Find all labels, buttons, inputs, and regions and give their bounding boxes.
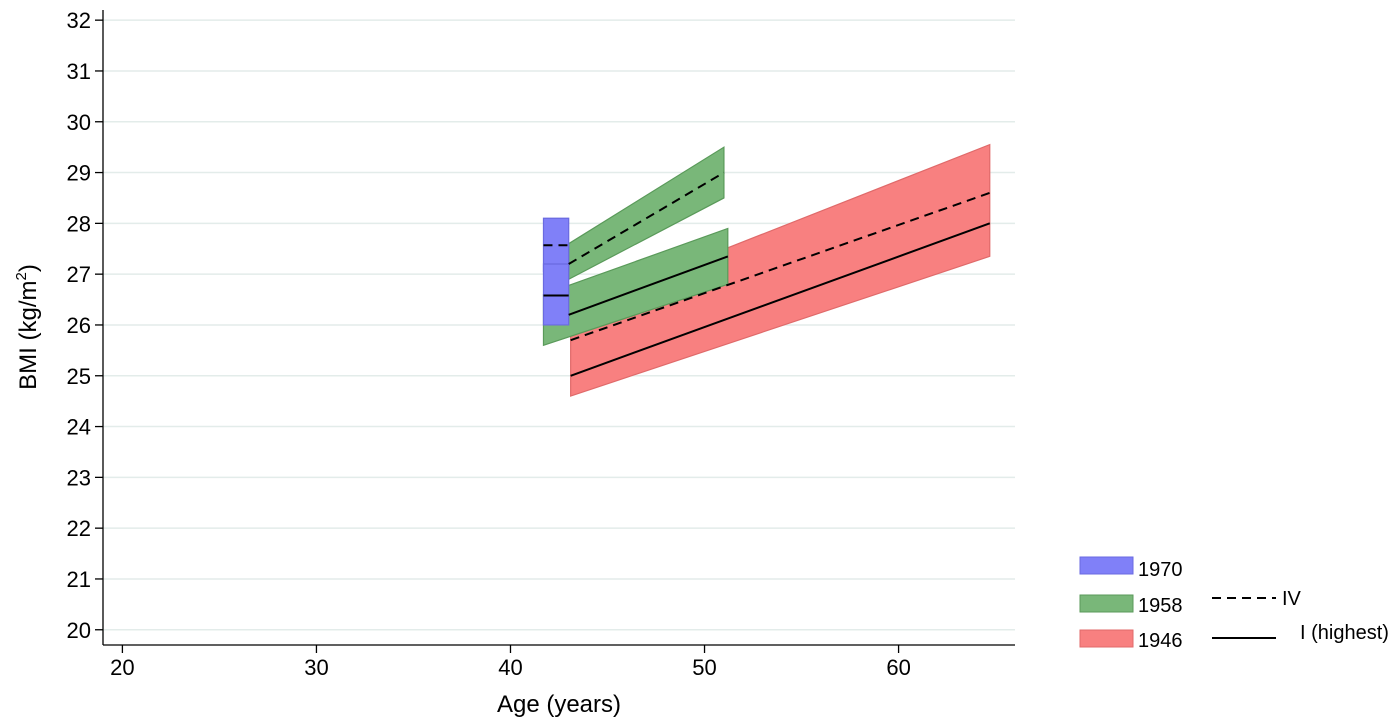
legend-label-1970: 1970 <box>1138 559 1183 581</box>
x-tick-label-20: 20 <box>110 655 134 680</box>
legend-swatch-1970 <box>1079 556 1134 575</box>
x-ticks: 20 30 40 50 60 <box>110 645 911 680</box>
band-1970-1 <box>542 263 570 326</box>
legend-swatch-1946 <box>1079 629 1134 648</box>
legend-label-i-highest: I (highest) <box>1300 622 1389 644</box>
legend-swatch-1958 <box>1079 594 1134 613</box>
gridlines <box>103 19 1015 631</box>
y-tick-label-32: 32 <box>67 8 91 33</box>
x-axis-title: Age (years) <box>497 691 621 718</box>
y-axis-title-close: ) <box>15 264 42 272</box>
x-tick-label-50: 50 <box>692 655 716 680</box>
y-tick-label-27: 27 <box>67 262 91 287</box>
legend-label-iv: IV <box>1282 588 1302 610</box>
y-tick-label-22: 22 <box>67 516 91 541</box>
series-lines <box>543 171 991 377</box>
x-tick-label-30: 30 <box>304 655 328 680</box>
y-tick-label-29: 29 <box>67 161 91 186</box>
y-tick-label-24: 24 <box>67 415 91 440</box>
legend-label-1946: 1946 <box>1138 630 1183 652</box>
y-tick-label-30: 30 <box>67 110 91 135</box>
x-tick-label-60: 60 <box>886 655 910 680</box>
y-axis-title-superscript: 2 <box>13 272 30 280</box>
line-1958-dashed <box>568 171 725 265</box>
line-1958-solid <box>568 255 729 316</box>
y-tick-label-23: 23 <box>67 465 91 490</box>
y-tick-label-31: 31 <box>67 59 91 84</box>
y-ticks: 20 21 22 23 24 25 26 27 28 29 30 31 32 <box>67 8 103 643</box>
y-axis-title-main: BMI (kg/m <box>15 281 42 390</box>
legend: 1970 1958 1946 IV I (highest) <box>1079 556 1389 652</box>
y-tick-label-20: 20 <box>67 618 91 643</box>
data-bands <box>542 143 991 397</box>
y-axis-title: BMI (kg/m2) <box>13 264 42 390</box>
y-tick-label-21: 21 <box>67 567 91 592</box>
y-tick-label-25: 25 <box>67 364 91 389</box>
axes <box>102 10 1015 646</box>
x-tick-label-40: 40 <box>498 655 522 680</box>
band-1946-0 <box>570 143 991 397</box>
line-1946-solid <box>570 222 991 377</box>
y-tick-label-26: 26 <box>67 313 91 338</box>
legend-label-1958: 1958 <box>1138 595 1183 617</box>
y-tick-label-28: 28 <box>67 211 91 236</box>
